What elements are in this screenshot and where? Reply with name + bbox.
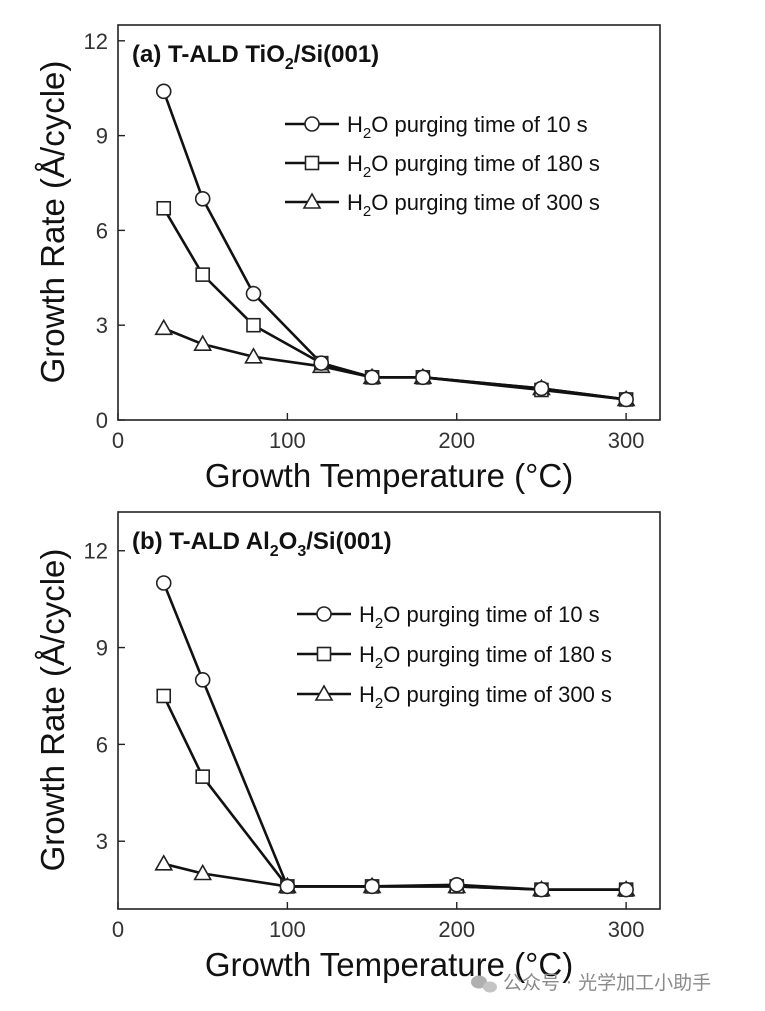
data-point-circle [618,391,634,408]
plot-frame [117,24,661,421]
data-point-square [156,688,172,704]
y-tick-label: 12 [84,539,108,564]
panel-title: (a) T-ALD TiO2/Si(001) [132,41,379,73]
x-tick-label: 300 [608,917,645,942]
series-line-circle [162,90,627,401]
data-point-triangle [193,863,213,881]
data-point-circle [279,878,296,895]
data-point-circle [533,881,550,898]
y-axis-title: Growth Rate (Å/cycle) [34,549,71,872]
legend-marker-square [304,155,320,171]
data-point-circle [313,355,330,371]
watermark: 公众号 · 光学加工小助手 [471,972,711,994]
ticks-layer: 0 100 200 300 0 3 6 9 12 [84,29,645,453]
data-point-circle [194,191,211,207]
data-point-circle [155,575,172,591]
data-point-circle [448,876,465,893]
watermark-text: 公众号 · 光学加工小助手 [503,972,711,994]
legend: H2O purging time of 10 s H2O purging time… [297,602,612,712]
panel-title: (b) T-ALD Al2O3/Si(001) [132,528,392,560]
y-axis-title: Growth Rate (Å/cycle) [34,61,71,384]
plot-frame [117,511,661,910]
y-tick-label: 6 [96,218,108,243]
series-line-square [162,695,627,891]
series-layer [154,83,636,408]
series-layer [154,575,636,898]
legend-label: H2O purging time of 300 s [347,190,600,220]
panel-b: (b) T-ALD Al2O3/Si(001) 0 100 200 30036912 … [34,511,661,983]
legend-label: H2O purging time of 10 s [359,602,600,632]
series-line-triangle [163,327,627,401]
legend-marker-circle [316,606,332,622]
data-point-circle [155,83,172,100]
y-tick-label: 9 [96,124,108,149]
legend: H2O purging time of 10 s H2O purging time… [285,112,600,220]
y-tick-label: 6 [96,732,108,757]
data-point-circle [415,369,431,386]
data-point-square [246,317,261,333]
legend-marker-square [316,646,332,662]
data-point-circle [364,369,380,386]
data-point-square [195,769,210,784]
legend-marker-triangle [302,192,322,209]
y-tick-label: 9 [96,636,108,661]
x-tick-label: 0 [112,428,124,453]
data-point-triangle [154,318,174,336]
data-point-triangle [154,854,174,871]
series-line-square [162,207,627,401]
y-tick-label: 0 [96,408,108,433]
x-tick-label: 300 [608,428,645,453]
x-tick-label: 0 [112,917,124,942]
ticks-layer: 0 100 200 300 3 6 9 12 [84,539,645,942]
data-point-circle [194,672,211,688]
legend-marker-circle [304,116,320,132]
legend-label: H2O purging time of 180 s [359,642,612,672]
panel-a: (a) T-ALD TiO2/Si(001) 0 100 200 300036912 … [34,24,661,494]
data-point-circle [245,285,262,302]
data-point-circle [618,881,634,898]
x-tick-label: 200 [438,428,475,453]
wechat-icon [471,975,497,993]
x-tick-label: 200 [438,917,475,942]
legend-marker-triangle [314,684,334,701]
x-tick-label: 100 [269,428,306,453]
y-tick-label: 12 [84,29,108,54]
legend-label: H2O purging time of 180 s [347,151,600,181]
legend-label: H2O purging time of 300 s [359,682,612,712]
y-tick-label: 3 [96,313,108,338]
data-point-triangle [193,334,213,351]
x-axis-title: Growth Temperature (°C) [205,457,573,494]
y-tick-label: 3 [96,829,108,854]
data-point-square [195,267,210,282]
data-point-circle [533,380,550,397]
legend-label: H2O purging time of 10 s [347,112,588,142]
data-point-square [156,200,172,216]
x-axis-title: Growth Temperature (°C) [205,946,573,983]
data-point-circle [364,878,380,895]
data-point-triangle [244,347,263,364]
x-tick-label: 100 [269,917,306,942]
series-line-circle [162,582,627,891]
